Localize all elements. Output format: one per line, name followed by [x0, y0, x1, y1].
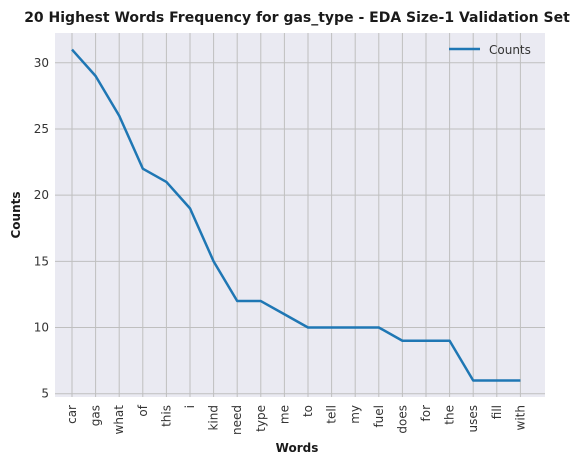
y-tick-label: 30 — [34, 56, 49, 70]
chart-title: 20 Highest Words Frequency for gas_type … — [24, 10, 570, 26]
x-tick-label: car — [65, 405, 79, 424]
x-tick-label: gas — [89, 405, 103, 426]
y-axis-ticks: 5 10 15 20 25 30 — [34, 56, 49, 401]
y-tick-label: 5 — [41, 387, 49, 401]
x-tick-label: of — [136, 404, 150, 416]
x-tick-label: type — [254, 405, 268, 432]
y-tick-label: 15 — [34, 254, 49, 268]
y-tick-label: 10 — [34, 321, 49, 335]
series-line-0 — [71, 48, 521, 382]
x-tick-label: uses — [466, 405, 480, 433]
x-tick-label: this — [159, 405, 173, 427]
x-axis-ticks: car gas what of this i kind need type me to tell my f… — [65, 404, 527, 435]
x-axis-label: Words — [276, 441, 319, 455]
series-layer — [71, 48, 521, 382]
x-tick-label: tell — [325, 405, 339, 424]
legend: Counts — [449, 43, 531, 57]
x-tick-label: my — [348, 405, 362, 424]
y-tick-label: 20 — [34, 188, 49, 202]
x-tick-label: to — [301, 405, 315, 417]
x-tick-label: me — [277, 405, 291, 424]
legend-label: Counts — [489, 43, 531, 57]
x-tick-label: does — [395, 405, 409, 434]
x-tick-label: for — [419, 405, 433, 422]
grid-lines — [55, 33, 545, 397]
y-tick-label: 25 — [34, 122, 49, 136]
x-tick-label: need — [230, 405, 244, 435]
x-tick-label: i — [183, 405, 197, 408]
x-tick-label: kind — [207, 405, 221, 431]
plot-area — [55, 33, 545, 397]
x-tick-label: with — [513, 405, 527, 430]
x-tick-label: fill — [490, 405, 504, 419]
x-tick-label: the — [443, 405, 457, 425]
x-tick-label: fuel — [372, 405, 386, 428]
x-tick-label: what — [112, 405, 126, 435]
y-axis-label: Counts — [9, 191, 23, 238]
